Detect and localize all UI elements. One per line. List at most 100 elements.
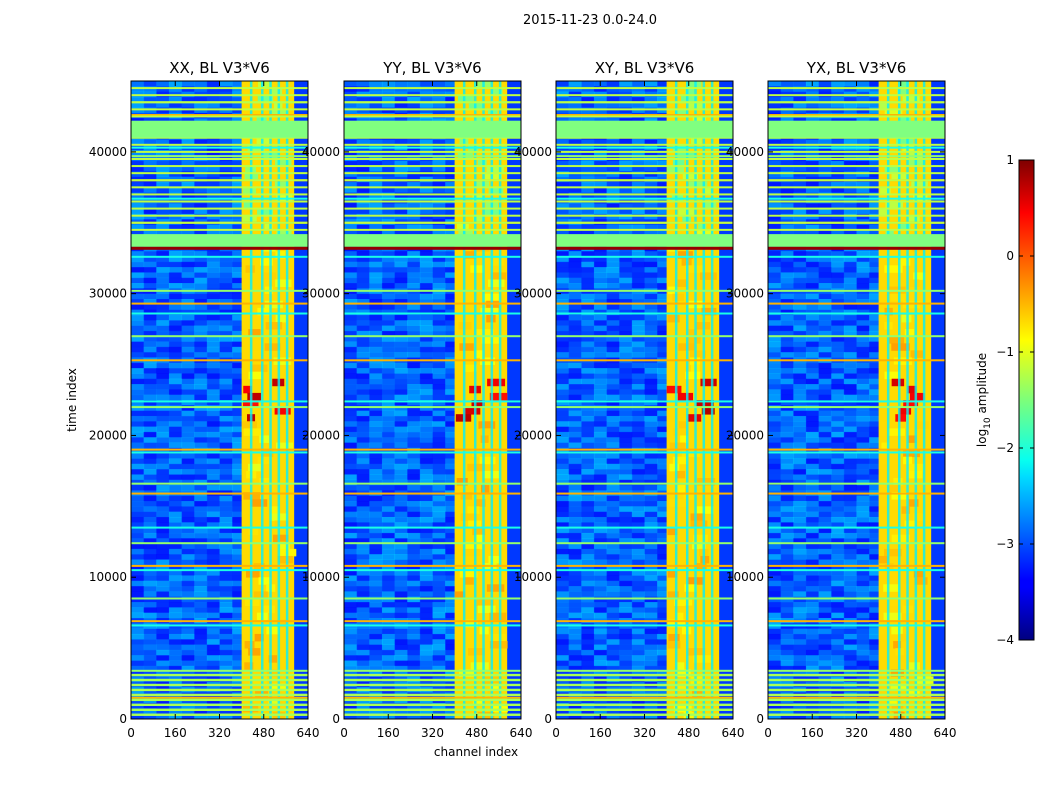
heatmap-cell	[143, 272, 157, 279]
rfi-cell	[885, 229, 894, 238]
heatmap-cell	[831, 320, 845, 326]
heatmap-cell	[206, 102, 220, 108]
heatmap-cell	[619, 304, 633, 311]
heatmap-cell	[869, 421, 883, 427]
heatmap-cell	[131, 314, 145, 321]
channel-stripe	[462, 81, 466, 719]
heatmap-cell	[219, 633, 233, 640]
heatmap-cell	[194, 586, 208, 592]
heatmap-cell	[593, 96, 608, 103]
heatmap-cell	[644, 511, 658, 518]
heatmap-cell	[581, 309, 595, 316]
heatmap-cell	[156, 272, 170, 279]
heatmap-cell	[432, 564, 446, 571]
heatmap-cell	[619, 203, 633, 209]
heatmap-cell	[606, 139, 620, 146]
heatmap-cell	[356, 96, 370, 103]
heatmap-cell	[219, 485, 233, 491]
heatmap-cell	[344, 543, 358, 550]
heatmap-cell	[131, 325, 145, 332]
heatmap-cell	[445, 150, 459, 156]
heatmap-cell	[156, 187, 170, 194]
heatmap-cell	[843, 229, 857, 236]
heatmap-cell	[768, 213, 782, 220]
heatmap-cell	[593, 182, 608, 188]
heatmap-cell	[657, 575, 671, 582]
heatmap-cell	[631, 532, 645, 539]
heatmap-cell	[593, 474, 608, 481]
heatmap-cell	[805, 336, 820, 342]
heatmap-cell	[381, 469, 396, 475]
heatmap-cell	[644, 272, 658, 279]
heatmap-cell	[194, 96, 208, 103]
heatmap-cell	[168, 570, 183, 576]
heatmap-cell	[419, 325, 433, 332]
heatmap-cell	[432, 463, 446, 470]
heatmap-cell	[644, 442, 658, 449]
heatmap-cell	[369, 341, 383, 348]
heatmap-cell	[619, 485, 633, 491]
flagged-row	[131, 569, 308, 572]
rfi-cell	[899, 81, 909, 89]
heatmap-cell	[593, 602, 608, 608]
heatmap-cell	[581, 208, 595, 215]
heatmap-cell	[619, 501, 633, 507]
heatmap-cell	[805, 187, 820, 194]
heatmap-cell	[232, 320, 246, 326]
heatmap-cell	[432, 453, 446, 459]
heatmap-cell	[593, 229, 608, 236]
heatmap-cell	[394, 160, 408, 167]
heatmap-cell	[818, 548, 832, 555]
heatmap-cell	[619, 224, 633, 231]
heatmap-cell	[805, 708, 820, 715]
heatmap-cell	[445, 336, 459, 342]
heatmap-cell	[407, 251, 421, 257]
heatmap-cell	[805, 602, 820, 608]
heatmap-cell	[381, 171, 396, 178]
heatmap-cell	[831, 437, 845, 443]
heatmap-cell	[768, 463, 782, 470]
heatmap-cell	[631, 187, 645, 194]
heatmap-cell	[407, 485, 421, 491]
heatmap-cell	[805, 405, 820, 412]
heatmap-cell	[556, 415, 570, 422]
heatmap-cell	[344, 261, 358, 268]
heatmap-cell	[768, 559, 782, 566]
heatmap-cell	[181, 362, 195, 369]
heatmap-cell	[344, 415, 358, 422]
heatmap-cell	[805, 86, 820, 93]
heatmap-cell	[445, 463, 459, 470]
heatmap-cell	[831, 474, 845, 481]
rfi-cell	[477, 605, 496, 614]
rfi-cell	[675, 662, 685, 670]
heatmap-cell	[657, 655, 671, 661]
heatmap-cell	[344, 368, 358, 374]
heatmap-cell	[568, 394, 582, 401]
heatmap-cell	[831, 458, 845, 465]
heatmap-cell	[805, 655, 820, 661]
heatmap-cell	[419, 639, 433, 645]
heatmap-cell	[869, 538, 883, 544]
heatmap-cell	[780, 564, 794, 571]
heatmap-cell	[619, 160, 633, 167]
heatmap-cell	[131, 532, 145, 539]
heatmap-cell	[631, 304, 645, 311]
heatmap-cell	[805, 554, 820, 560]
heatmap-cell	[432, 320, 446, 326]
heatmap-cell	[657, 384, 671, 390]
heatmap-cell	[606, 394, 620, 401]
rfi-cell	[669, 499, 688, 507]
heatmap-cell	[181, 453, 195, 459]
heatmap-cell	[143, 633, 157, 640]
heatmap-cell	[606, 591, 620, 598]
heatmap-cell	[232, 362, 246, 369]
heatmap-cell	[381, 314, 396, 321]
heatmap-cell	[831, 362, 845, 369]
flagged-row	[344, 564, 521, 567]
heatmap-cell	[818, 511, 832, 518]
heatmap-cell	[780, 389, 794, 396]
heatmap-cell	[606, 293, 620, 300]
rfi-cell	[489, 612, 507, 621]
heatmap-cell	[593, 346, 608, 353]
heatmap-cell	[793, 554, 807, 560]
